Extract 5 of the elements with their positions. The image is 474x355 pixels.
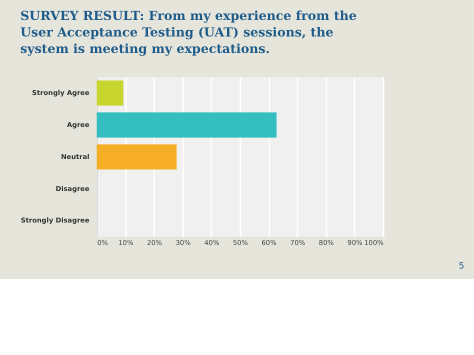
chart-title: SURVEY RESULT: From my experience from the User Acceptance Testing (UAT) sessions, the system is meeting my expectations. [20, 8, 357, 56]
text: 5 [458, 262, 464, 272]
bar [96, 112, 277, 138]
bar [96, 80, 124, 106]
bar [96, 144, 177, 170]
